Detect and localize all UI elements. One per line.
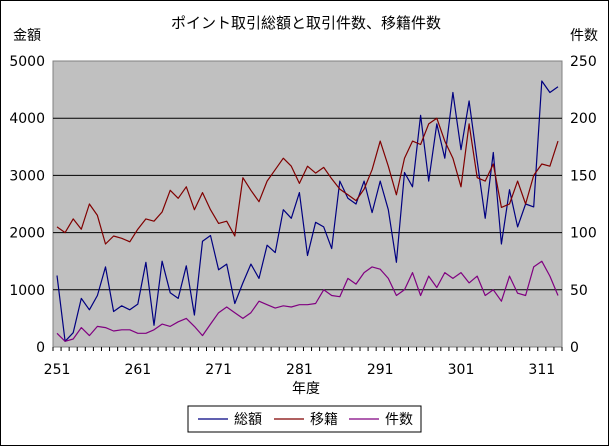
y-left-tick-label: 3000 — [9, 168, 45, 184]
x-axis-label: 年度 — [292, 381, 320, 397]
y-left-tick-label: 1000 — [9, 283, 45, 299]
y-right-tick-label: 0 — [570, 340, 579, 356]
legend-label: 件数 — [385, 412, 413, 428]
y-right-tick-label: 250 — [570, 54, 597, 70]
plot-area — [52, 60, 563, 348]
x-tick-label: 261 — [124, 362, 151, 378]
y-right-tick-label: 50 — [570, 283, 588, 299]
series-line-3 — [56, 260, 559, 342]
x-tick-label: 301 — [448, 362, 475, 378]
series-lines — [56, 80, 559, 342]
chart-title: ポイント取引総額と取引件数、移籍件数 — [171, 14, 441, 32]
y-left-tick-label: 5000 — [9, 54, 45, 70]
y-left-tick-label: 0 — [36, 340, 45, 356]
y-right-tick-label: 100 — [570, 226, 597, 242]
legend: 総額 移籍 件数 — [198, 411, 413, 428]
axis-ticks: 0 1000 2000 3000 4000 5000 0 50 100 150 200 250 251 2… — [9, 54, 596, 378]
left-axis-label: 金額 — [13, 28, 41, 44]
x-tick-label: 291 — [367, 362, 394, 378]
y-left-tick-label: 4000 — [9, 111, 45, 127]
x-tick-label: 281 — [286, 362, 313, 378]
right-axis-label: 件数 — [570, 28, 598, 44]
legend-label: 移籍 — [310, 411, 338, 428]
y-right-tick-label: 150 — [570, 168, 597, 184]
y-left-tick-label: 2000 — [9, 226, 45, 242]
series-line-1 — [56, 80, 559, 342]
y-right-tick-label: 200 — [570, 111, 597, 127]
series-line-2 — [56, 117, 559, 245]
x-tick-label: 271 — [205, 362, 232, 378]
legend-label: 総額 — [234, 412, 262, 428]
x-tick-label: 311 — [528, 362, 555, 378]
x-tick-label: 251 — [44, 362, 71, 378]
gridlines — [53, 117, 562, 291]
